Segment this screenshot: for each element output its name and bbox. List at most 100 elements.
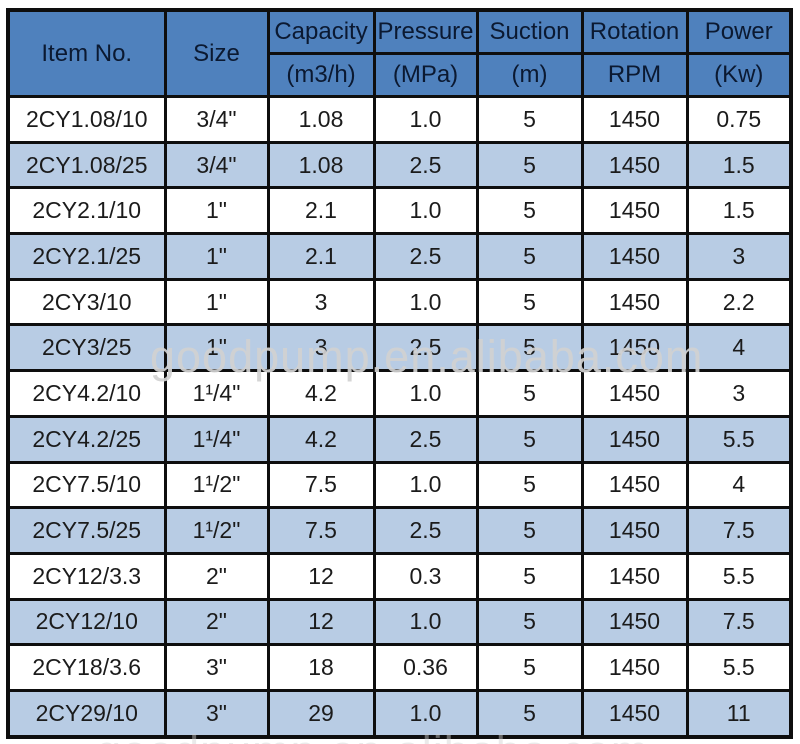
rotation-cell: 1450 (580, 643, 689, 692)
size-cell: 2" (163, 597, 270, 647)
item-no-cell: 2CY12/3.3 (6, 551, 167, 601)
capacity-cell: 7.5 (266, 460, 376, 510)
table-row: 2CY2.1/10 1" 2.1 1.0 5 1450 1.5 (6, 186, 793, 236)
table-row: 2CY1.08/10 3/4" 1.08 1.0 5 1450 0.75 (6, 95, 793, 144)
pressure-cell: 1.0 (372, 369, 479, 418)
power-cell: 3 (685, 369, 793, 418)
capacity-cell: 3 (266, 277, 376, 327)
header-power-unit: (Kw) (685, 52, 793, 98)
rotation-cell: 1450 (580, 369, 689, 418)
capacity-cell: 1.08 (266, 140, 376, 190)
capacity-cell: 4.2 (266, 369, 376, 418)
pressure-cell: 2.5 (372, 323, 479, 373)
size-cell: 3/4" (163, 140, 270, 190)
suction-cell: 5 (475, 643, 584, 692)
pressure-cell: 1.0 (372, 460, 479, 510)
power-cell: 1.5 (685, 186, 793, 236)
rotation-cell: 1450 (580, 597, 689, 647)
power-cell: 4 (685, 323, 793, 373)
item-no-cell: 2CY4.2/10 (6, 369, 167, 418)
table-header: Item No. Size Capacity Pressure Suction … (6, 8, 793, 98)
header-pressure-unit: (MPa) (372, 52, 479, 98)
header-suction-unit: (m) (475, 52, 584, 98)
table-row: 2CY4.2/25 1¹/4" 4.2 2.5 5 1450 5.5 (6, 414, 793, 464)
suction-cell: 5 (475, 414, 584, 464)
suction-cell: 5 (475, 186, 584, 236)
table-row: 2CY3/25 1" 3 2.5 5 1450 4 (6, 323, 793, 373)
rotation-cell: 1450 (580, 95, 689, 144)
power-cell: 3 (685, 232, 793, 281)
header-capacity-unit: (m3/h) (266, 52, 376, 98)
table-row: 2CY2.1/25 1" 2.1 2.5 5 1450 3 (6, 232, 793, 281)
power-cell: 0.75 (685, 95, 793, 144)
pressure-cell: 2.5 (372, 232, 479, 281)
table-row: 2CY3/10 1" 3 1.0 5 1450 2.2 (6, 277, 793, 327)
item-no-cell: 2CY1.08/10 (6, 95, 167, 144)
pressure-cell: 1.0 (372, 688, 479, 739)
capacity-cell: 29 (266, 688, 376, 739)
item-no-cell: 2CY12/10 (6, 597, 167, 647)
suction-cell: 5 (475, 277, 584, 327)
header-item-no: Item No. (6, 8, 167, 98)
power-cell: 4 (685, 460, 793, 510)
power-cell: 7.5 (685, 506, 793, 555)
suction-cell: 5 (475, 232, 584, 281)
rotation-cell: 1450 (580, 688, 689, 739)
suction-cell: 5 (475, 95, 584, 144)
size-cell: 2" (163, 551, 270, 601)
header-suction: Suction (475, 8, 584, 55)
header-rotation: Rotation (580, 8, 689, 55)
suction-cell: 5 (475, 688, 584, 739)
suction-cell: 5 (475, 140, 584, 190)
header-pressure: Pressure (372, 8, 479, 55)
size-cell: 1" (163, 277, 270, 327)
size-cell: 3" (163, 643, 270, 692)
table-row: 2CY29/10 3" 29 1.0 5 1450 11 (6, 688, 793, 739)
item-no-cell: 2CY7.5/10 (6, 460, 167, 510)
power-cell: 2.2 (685, 277, 793, 327)
size-cell: 1¹/2" (163, 506, 270, 555)
table-row: 2CY7.5/25 1¹/2" 7.5 2.5 5 1450 7.5 (6, 506, 793, 555)
pressure-cell: 2.5 (372, 140, 479, 190)
table-row: 2CY18/3.6 3" 18 0.36 5 1450 5.5 (6, 643, 793, 692)
power-cell: 1.5 (685, 140, 793, 190)
rotation-cell: 1450 (580, 551, 689, 601)
table-row: 2CY7.5/10 1¹/2" 7.5 1.0 5 1450 4 (6, 460, 793, 510)
rotation-cell: 1450 (580, 414, 689, 464)
pressure-cell: 1.0 (372, 186, 479, 236)
suction-cell: 5 (475, 460, 584, 510)
pressure-cell: 1.0 (372, 597, 479, 647)
header-size: Size (163, 8, 270, 98)
table-row: 2CY12/3.3 2" 12 0.3 5 1450 5.5 (6, 551, 793, 601)
capacity-cell: 12 (266, 597, 376, 647)
capacity-cell: 12 (266, 551, 376, 601)
pressure-cell: 1.0 (372, 277, 479, 327)
rotation-cell: 1450 (580, 460, 689, 510)
capacity-cell: 2.1 (266, 232, 376, 281)
power-cell: 7.5 (685, 597, 793, 647)
rotation-cell: 1450 (580, 140, 689, 190)
item-no-cell: 2CY4.2/25 (6, 414, 167, 464)
size-cell: 1" (163, 186, 270, 236)
pressure-cell: 1.0 (372, 95, 479, 144)
size-cell: 3" (163, 688, 270, 739)
item-no-cell: 2CY3/25 (6, 323, 167, 373)
header-capacity: Capacity (266, 8, 376, 55)
rotation-cell: 1450 (580, 506, 689, 555)
item-no-cell: 2CY2.1/10 (6, 186, 167, 236)
rotation-cell: 1450 (580, 186, 689, 236)
size-cell: 1" (163, 323, 270, 373)
capacity-cell: 3 (266, 323, 376, 373)
size-cell: 1¹/4" (163, 369, 270, 418)
capacity-cell: 7.5 (266, 506, 376, 555)
item-no-cell: 2CY1.08/25 (6, 140, 167, 190)
suction-cell: 5 (475, 369, 584, 418)
size-cell: 1¹/4" (163, 414, 270, 464)
header-rotation-unit: RPM (580, 52, 689, 98)
pressure-cell: 2.5 (372, 506, 479, 555)
item-no-cell: 2CY2.1/25 (6, 232, 167, 281)
rotation-cell: 1450 (580, 323, 689, 373)
suction-cell: 5 (475, 551, 584, 601)
header-power: Power (685, 8, 793, 55)
rotation-cell: 1450 (580, 232, 689, 281)
